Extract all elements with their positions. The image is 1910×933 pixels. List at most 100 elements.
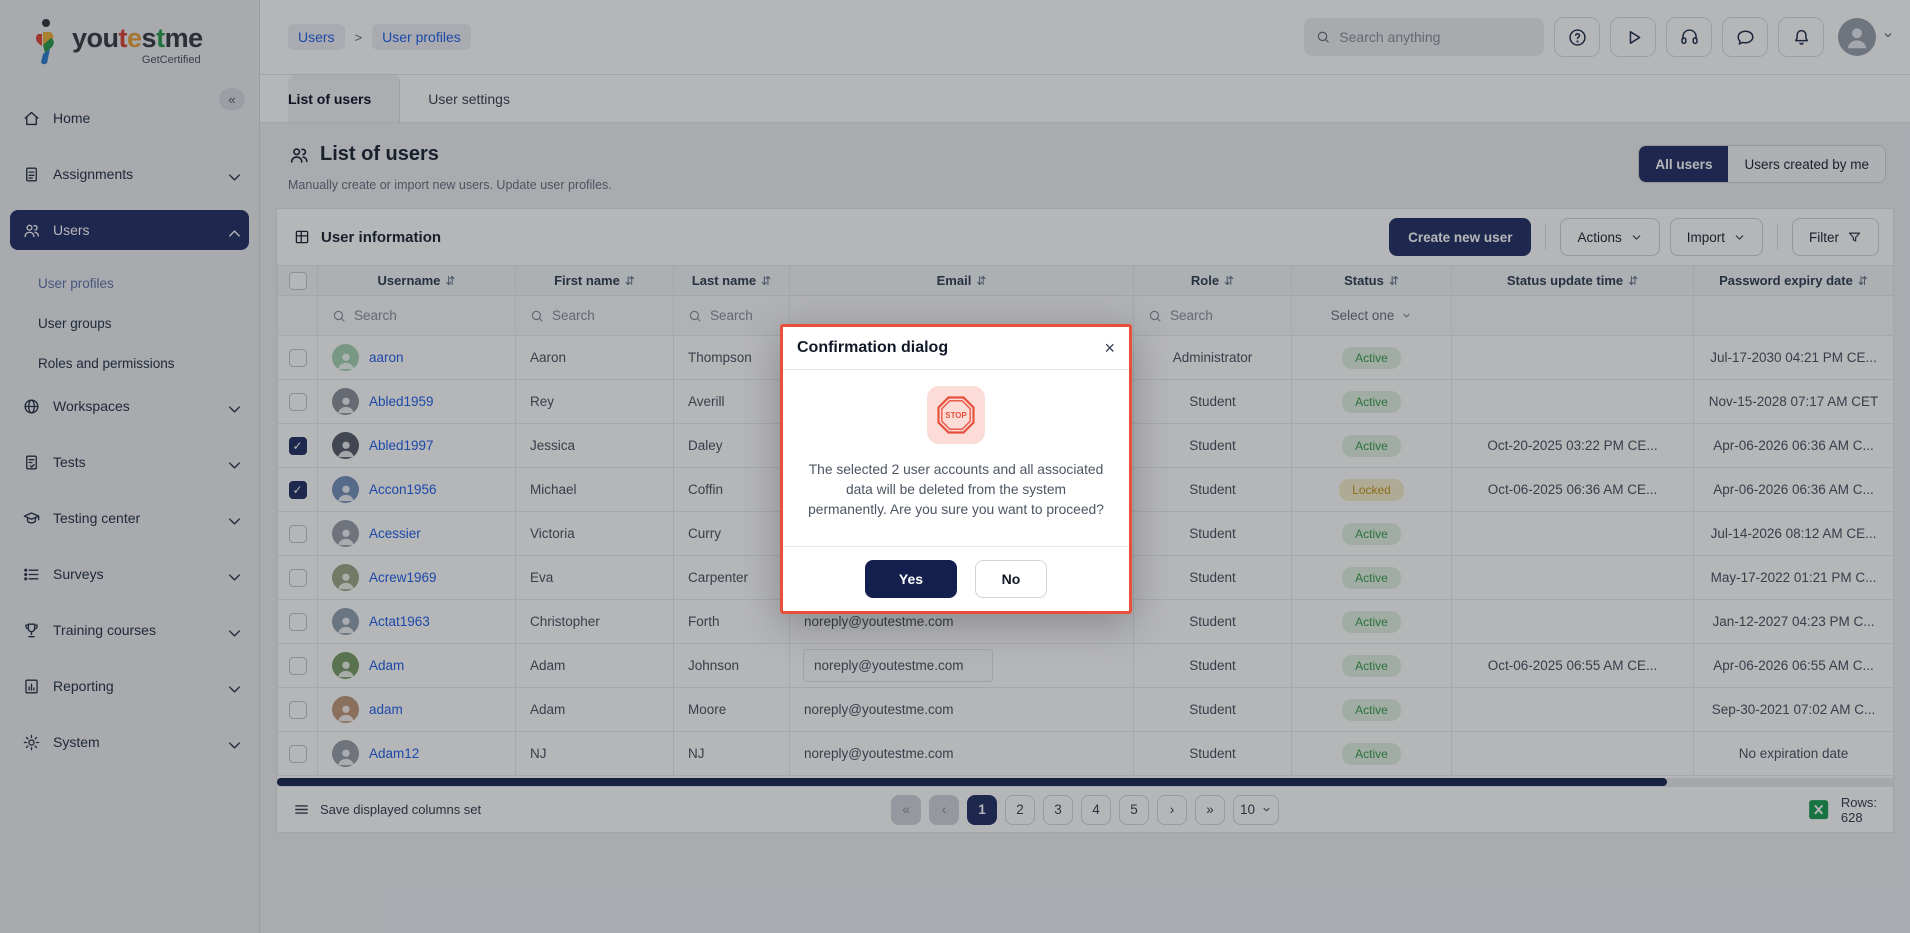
- tab-user-settings[interactable]: User settings: [428, 90, 510, 107]
- column-search[interactable]: [674, 308, 789, 323]
- username-link[interactable]: Adam: [369, 658, 405, 673]
- page-first-button[interactable]: «: [890, 794, 921, 825]
- row-checkbox[interactable]: ✓: [288, 392, 307, 411]
- play-demo-button[interactable]: [1610, 17, 1656, 57]
- play-icon: [1629, 30, 1640, 44]
- username-link[interactable]: Abled1959: [369, 394, 434, 409]
- column-search-input[interactable]: [552, 308, 667, 323]
- sidebar-item-training-courses[interactable]: Training courses: [10, 610, 249, 650]
- sort-icon[interactable]: ⇵: [1388, 274, 1399, 288]
- username-link[interactable]: Accon1956: [369, 482, 437, 497]
- user-menu[interactable]: [1838, 18, 1894, 56]
- username-link[interactable]: Acrew1969: [369, 570, 437, 585]
- page-button-2[interactable]: 2: [1004, 794, 1035, 825]
- sort-icon[interactable]: ⇵: [1224, 274, 1235, 288]
- sidebar-item-tests[interactable]: Tests: [10, 442, 249, 482]
- column-search-input[interactable]: [354, 308, 501, 323]
- actions-button[interactable]: Actions: [1560, 218, 1660, 256]
- sidebar-item-reporting[interactable]: Reporting: [10, 666, 249, 706]
- row-checkbox[interactable]: ✓: [288, 744, 307, 763]
- sort-icon[interactable]: ⇵: [624, 274, 635, 288]
- help-button[interactable]: [1554, 17, 1600, 57]
- column-header-status-update-time[interactable]: Status update time ⇵: [1451, 265, 1694, 296]
- horizontal-scrollbar[interactable]: [277, 778, 1893, 786]
- page-next-button[interactable]: ›: [1156, 794, 1187, 825]
- row-checkbox[interactable]: ✓: [288, 348, 307, 367]
- sidebar-item-surveys[interactable]: Surveys: [10, 554, 249, 594]
- notifications-button[interactable]: [1778, 17, 1824, 57]
- yes-button[interactable]: Yes: [865, 560, 957, 598]
- sidebar-item-system[interactable]: System: [10, 722, 249, 762]
- toggle-users-created-by-me[interactable]: Users created by me: [1728, 146, 1885, 182]
- sort-icon[interactable]: ⇵: [1628, 274, 1639, 288]
- column-header-role[interactable]: Role ⇵: [1133, 265, 1292, 296]
- page-prev-button[interactable]: ‹: [928, 794, 959, 825]
- save-columns-label[interactable]: Save displayed columns set: [320, 802, 482, 817]
- username-link[interactable]: adam: [369, 702, 403, 717]
- excel-export-icon[interactable]: [1806, 797, 1831, 822]
- sort-icon[interactable]: ⇵: [976, 274, 987, 288]
- sidebar-subitem-user-groups[interactable]: User groups: [38, 315, 112, 331]
- close-icon[interactable]: ×: [1104, 338, 1115, 358]
- column-search[interactable]: [516, 308, 673, 323]
- page-size-select[interactable]: 10: [1232, 794, 1280, 825]
- sidebar-subitem-user-profiles[interactable]: User profiles: [38, 275, 114, 291]
- username-link[interactable]: Abled1997: [369, 438, 434, 453]
- support-button[interactable]: [1666, 17, 1712, 57]
- sidebar-item-testing-center[interactable]: Testing center: [10, 498, 249, 538]
- cell-status-update-time: Oct-06-2025 06:55 AM CE...: [1451, 643, 1694, 688]
- column-search-input[interactable]: [1170, 308, 1285, 323]
- username-link[interactable]: Acessier: [369, 526, 421, 541]
- scrollbar-thumb[interactable]: [277, 778, 1667, 786]
- page-last-button[interactable]: »: [1194, 794, 1225, 825]
- column-header-email[interactable]: Email ⇵: [789, 265, 1134, 296]
- row-checkbox[interactable]: ✓: [288, 436, 307, 455]
- page-button-3[interactable]: 3: [1042, 794, 1073, 825]
- breadcrumb-link-users[interactable]: Users: [288, 24, 345, 50]
- row-checkbox[interactable]: ✓: [288, 700, 307, 719]
- filter-button[interactable]: Filter: [1792, 218, 1879, 256]
- sidebar-item-home[interactable]: Home: [10, 98, 249, 138]
- sort-icon[interactable]: ⇵: [761, 274, 772, 288]
- no-button[interactable]: No: [975, 560, 1047, 598]
- row-checkbox[interactable]: ✓: [288, 524, 307, 543]
- status-badge: Locked: [1339, 478, 1404, 501]
- row-checkbox[interactable]: ✓: [288, 612, 307, 631]
- breadcrumb-link-user-profiles[interactable]: User profiles: [372, 24, 471, 50]
- username-link[interactable]: Actat1963: [369, 614, 430, 629]
- column-header-last-name[interactable]: Last name ⇵: [673, 265, 790, 296]
- create-new-user-button[interactable]: Create new user: [1389, 218, 1532, 256]
- username-link[interactable]: aaron: [369, 350, 404, 365]
- global-search-input[interactable]: [1339, 29, 1532, 45]
- row-checkbox[interactable]: ✓: [288, 568, 307, 587]
- sort-icon[interactable]: ⇵: [1857, 274, 1868, 288]
- status-filter-select[interactable]: Select one: [1292, 308, 1451, 323]
- import-button[interactable]: Import: [1669, 218, 1763, 256]
- page-button-4[interactable]: 4: [1080, 794, 1111, 825]
- column-search-input[interactable]: [710, 308, 789, 323]
- sort-icon[interactable]: ⇵: [445, 274, 456, 288]
- row-checkbox[interactable]: ✓: [288, 656, 307, 675]
- select-all-checkbox[interactable]: ✓: [288, 271, 307, 290]
- column-header-password-expiry-date[interactable]: Password expiry date ⇵: [1693, 265, 1894, 296]
- page-button-1[interactable]: 1: [966, 794, 997, 825]
- page-button-5[interactable]: 5: [1118, 794, 1149, 825]
- chevron-down-icon: [225, 400, 240, 413]
- sidebar-item-workspaces[interactable]: Workspaces: [10, 386, 249, 426]
- sidebar-item-assignments[interactable]: Assignments: [10, 154, 249, 194]
- tab-list-of-users[interactable]: List of users: [288, 75, 401, 122]
- username-link[interactable]: Adam12: [369, 746, 420, 761]
- column-search[interactable]: [318, 308, 515, 323]
- sidebar-subitem-roles-and-permissions[interactable]: Roles and permissions: [38, 355, 175, 371]
- chat-button[interactable]: [1722, 17, 1768, 57]
- column-header-username[interactable]: Username ⇵: [317, 265, 516, 296]
- toggle-all-users[interactable]: All users: [1639, 146, 1729, 182]
- column-header-status[interactable]: Status ⇵: [1291, 265, 1452, 296]
- global-search[interactable]: [1304, 18, 1544, 56]
- row-checkbox[interactable]: ✓: [288, 480, 307, 499]
- column-header-first-name[interactable]: First name ⇵: [515, 265, 674, 296]
- collapse-sidebar-button[interactable]: «: [219, 88, 245, 110]
- logo: youtestme GetCertified: [0, 0, 259, 72]
- column-search[interactable]: [1134, 308, 1291, 323]
- sidebar-item-users[interactable]: Users: [10, 210, 249, 250]
